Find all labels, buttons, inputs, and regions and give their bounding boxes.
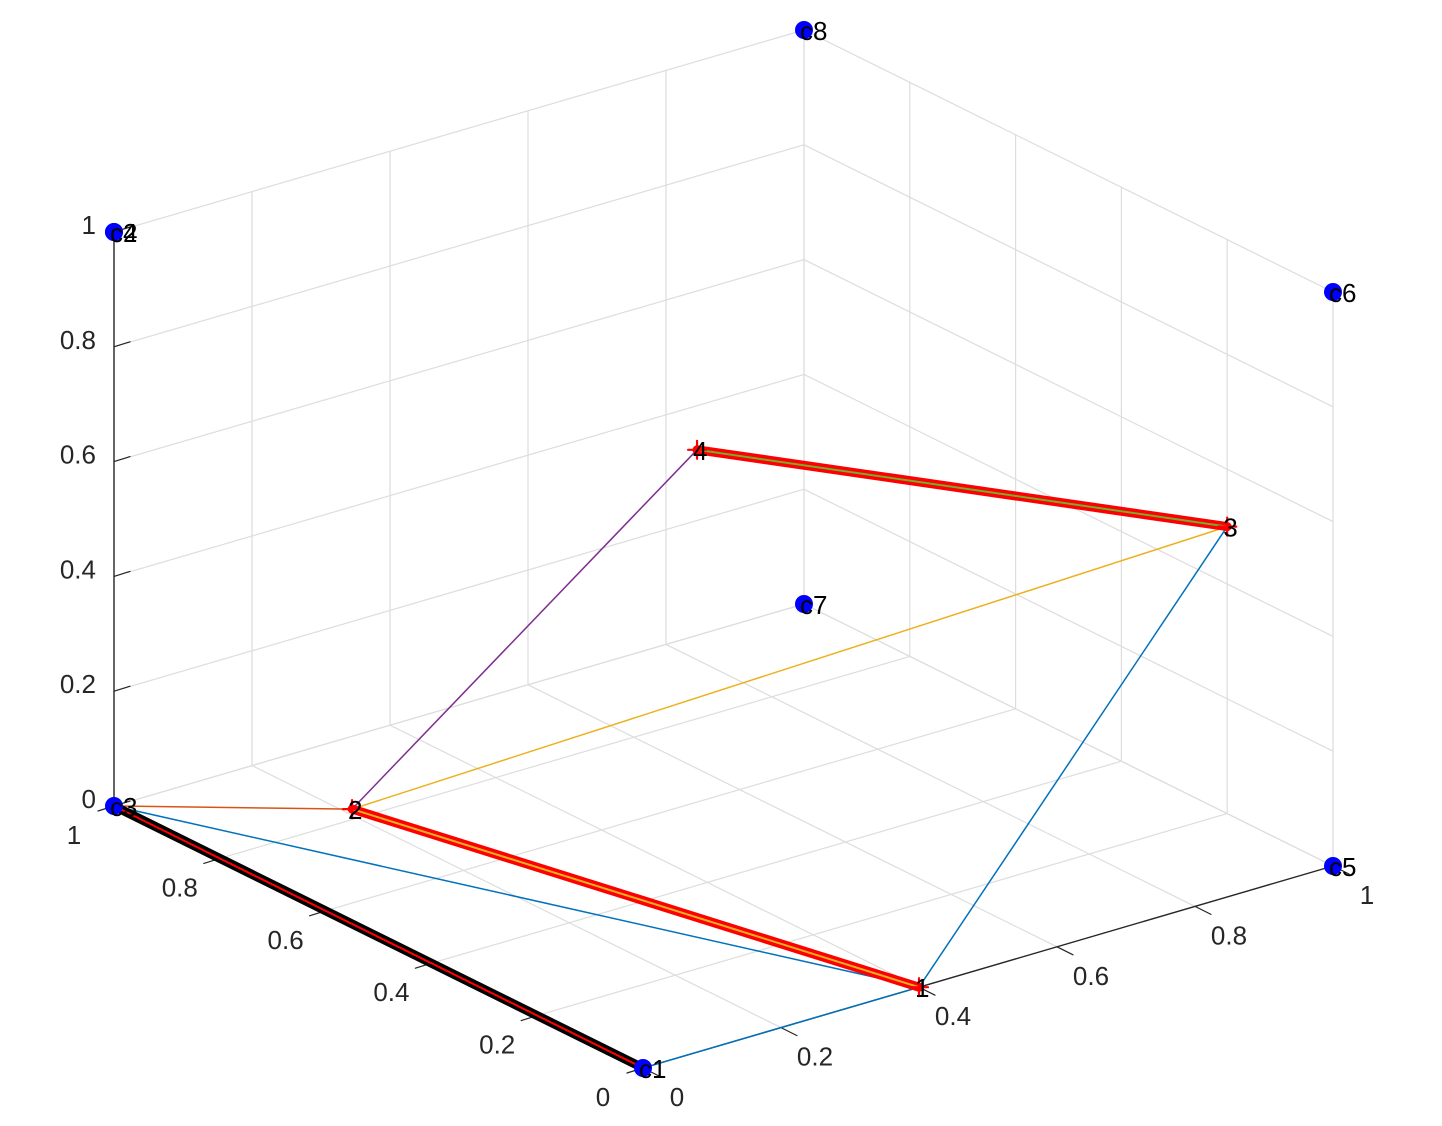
- grid-line: [113, 603, 805, 807]
- z-tick-label: 0: [82, 784, 96, 814]
- segment-1-3: [918, 525, 1228, 988]
- path-point-4: [686, 439, 708, 460]
- x-tick-label: 0.2: [797, 1042, 833, 1072]
- z-tick-label: 0.6: [60, 440, 96, 470]
- corner-point-c1: [634, 1059, 652, 1077]
- corner-point-c4: [105, 223, 123, 241]
- z-tick-label: 0.4: [60, 554, 96, 584]
- corner-point-c5: [1324, 857, 1342, 875]
- corner-point-label: c1: [639, 1054, 666, 1084]
- grid-line: [389, 724, 920, 988]
- grid-line: [527, 684, 1058, 948]
- segment-highlight-3-4: [696, 448, 1229, 528]
- z-tick-label: 0.2: [60, 669, 96, 699]
- grid-line: [113, 373, 805, 578]
- grid-line: [803, 29, 1334, 293]
- path-point-label: 3: [1223, 513, 1237, 543]
- path-point-label: 2: [348, 795, 362, 825]
- grid-line: [113, 29, 805, 233]
- grid-line: [803, 488, 1334, 752]
- x-tick-label: 0.6: [1073, 961, 1109, 991]
- connection-lines: [109, 445, 1232, 1073]
- grid-line: [665, 643, 1196, 908]
- corner-point-c8: [795, 21, 813, 39]
- grid-line: [803, 259, 1334, 523]
- x-tick-mark: [1194, 905, 1212, 916]
- grid-line: [219, 655, 911, 860]
- y-tick-label: 0: [596, 1082, 610, 1112]
- z-tick-mark: [113, 341, 131, 348]
- path-point-label: 1: [915, 973, 929, 1003]
- grid-line: [803, 603, 1334, 867]
- corner-point-c3: [105, 797, 123, 815]
- x-tick-mark: [780, 1026, 798, 1037]
- segment-highlight-1-2: [351, 808, 920, 989]
- segment-highlight-c1-c3: [113, 805, 644, 1069]
- corner-point-c7: [795, 595, 813, 613]
- z-tick-mark: [113, 685, 131, 692]
- corner-point-label: c2: [110, 218, 137, 248]
- grid-line: [113, 488, 805, 692]
- grid-line: [536, 812, 1228, 1017]
- x-tick-label: 0: [670, 1082, 684, 1112]
- segment-2-4: [351, 449, 698, 810]
- grid-line: [803, 144, 1334, 408]
- point-labels: c1 c2 c3 c4 c5 c6 c7 c8 1 2 3 4: [110, 16, 1356, 1084]
- path-point-2: [341, 798, 363, 820]
- corner-point-label: c8: [800, 16, 827, 46]
- corner-point-label: c5: [1329, 852, 1356, 882]
- segment-c3-1: [113, 805, 920, 988]
- y-tick-label: 0.8: [162, 872, 198, 902]
- grid-line: [113, 144, 805, 348]
- corner-point-c6: [1324, 283, 1342, 301]
- z-tick-label: 1: [82, 210, 96, 240]
- corner-point-label: c6: [1329, 278, 1356, 308]
- corner-point-label: c4: [110, 218, 137, 248]
- grid-line: [325, 708, 1017, 912]
- y-tick-label: 0.6: [268, 925, 304, 955]
- z-tick-mark: [113, 570, 131, 578]
- y-tick-label: 1: [67, 820, 81, 850]
- path-point-label: 4: [693, 436, 707, 466]
- data-points: [105, 21, 1342, 1077]
- grid-lines: [113, 29, 1334, 1069]
- segment-c1-1: [642, 986, 920, 1069]
- corner-point-label: c3: [110, 792, 137, 822]
- y-tick-label: 0.2: [479, 1030, 515, 1060]
- corner-point-label: c7: [800, 590, 827, 620]
- grid-line: [113, 259, 805, 463]
- x-tick-label: 0.8: [1211, 920, 1247, 950]
- y-tick-label: 0.4: [373, 977, 409, 1007]
- tick-labels: 0 0 0 0.2 0.2 0.2 0.4 0.4 0.4 0.6 0.6 0.6 0.8 0.8 0.8 1…: [60, 210, 1374, 1112]
- path-point-1: [908, 977, 930, 998]
- grid-line: [430, 760, 1123, 964]
- x-tick-label: 0.4: [935, 1001, 971, 1031]
- z-tick-label: 0.8: [60, 325, 96, 355]
- z-tick-mark: [113, 456, 131, 463]
- x-tick-mark: [1056, 946, 1074, 956]
- path-point-3: [1217, 516, 1238, 537]
- x-tick-label: 1: [1360, 880, 1374, 910]
- segment-c3-2: [113, 805, 353, 810]
- segment-2-3: [351, 525, 1228, 810]
